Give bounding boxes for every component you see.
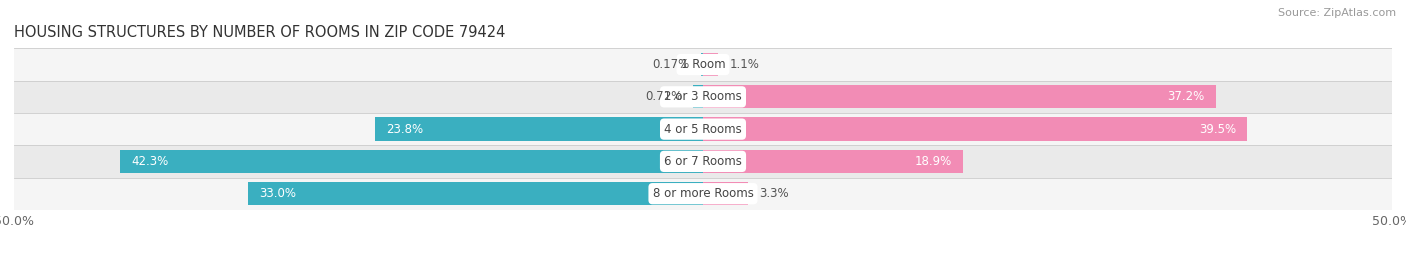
- Bar: [14, 48, 1392, 81]
- Text: 18.9%: 18.9%: [915, 155, 952, 168]
- Text: 1 Room: 1 Room: [681, 58, 725, 71]
- Text: 0.71%: 0.71%: [645, 90, 682, 103]
- Text: 39.5%: 39.5%: [1199, 123, 1236, 136]
- Text: 3.3%: 3.3%: [759, 187, 789, 200]
- Text: 0.17%: 0.17%: [652, 58, 689, 71]
- Bar: [14, 81, 1392, 113]
- Text: HOUSING STRUCTURES BY NUMBER OF ROOMS IN ZIP CODE 79424: HOUSING STRUCTURES BY NUMBER OF ROOMS IN…: [14, 25, 505, 40]
- Text: 42.3%: 42.3%: [131, 155, 169, 168]
- Text: 33.0%: 33.0%: [259, 187, 297, 200]
- Bar: [693, 85, 703, 108]
- Bar: [14, 178, 1392, 210]
- Bar: [249, 182, 703, 205]
- Bar: [375, 118, 703, 141]
- Text: 23.8%: 23.8%: [387, 123, 423, 136]
- Text: 2 or 3 Rooms: 2 or 3 Rooms: [664, 90, 742, 103]
- Bar: [700, 53, 703, 76]
- Bar: [703, 85, 1216, 108]
- Bar: [703, 182, 748, 205]
- Bar: [703, 53, 718, 76]
- Text: 8 or more Rooms: 8 or more Rooms: [652, 187, 754, 200]
- Text: Source: ZipAtlas.com: Source: ZipAtlas.com: [1278, 8, 1396, 18]
- Text: 6 or 7 Rooms: 6 or 7 Rooms: [664, 155, 742, 168]
- Legend: Owner-occupied, Renter-occupied: Owner-occupied, Renter-occupied: [568, 264, 838, 269]
- Bar: [703, 150, 963, 173]
- Text: 37.2%: 37.2%: [1167, 90, 1205, 103]
- Text: 4 or 5 Rooms: 4 or 5 Rooms: [664, 123, 742, 136]
- Bar: [120, 150, 703, 173]
- Bar: [14, 113, 1392, 145]
- Text: 1.1%: 1.1%: [730, 58, 759, 71]
- Bar: [14, 145, 1392, 178]
- Bar: [703, 118, 1247, 141]
